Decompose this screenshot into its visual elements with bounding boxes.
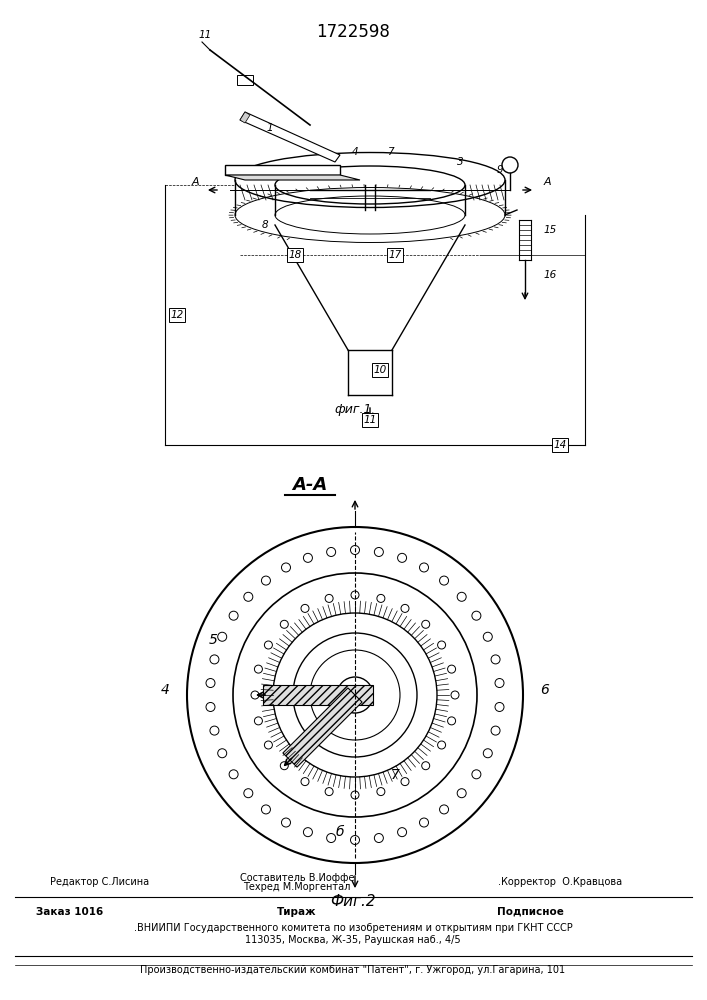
Polygon shape: [263, 685, 373, 705]
Text: Составитель В.Иоффе: Составитель В.Иоффе: [240, 873, 354, 883]
Text: .ВНИИПИ Государственного комитета по изобретениям и открытиям при ГКНТ СССР: .ВНИИПИ Государственного комитета по изо…: [134, 923, 573, 933]
Text: 3: 3: [457, 157, 463, 167]
Text: 10: 10: [373, 365, 387, 375]
Text: 11: 11: [199, 30, 211, 40]
Text: 17: 17: [388, 250, 402, 260]
Text: Производственно-издательский комбинат "Патент", г. Ужгород, ул.Гагарина, 101: Производственно-издательский комбинат "П…: [141, 965, 566, 975]
Polygon shape: [240, 112, 250, 123]
Text: А: А: [543, 177, 551, 187]
Text: Тираж: Тираж: [277, 907, 317, 917]
Text: 4: 4: [351, 147, 358, 157]
Text: 7: 7: [390, 768, 399, 782]
Text: 7: 7: [387, 147, 393, 157]
Text: А-А: А-А: [293, 476, 327, 494]
Text: 16: 16: [543, 270, 556, 280]
Text: 9: 9: [497, 165, 503, 175]
Bar: [237, 75, 253, 85]
Text: Фиг.2: Фиг.2: [330, 894, 376, 908]
Text: 8: 8: [262, 220, 269, 230]
Text: 6: 6: [541, 683, 549, 697]
Text: фиг.1: фиг.1: [334, 403, 372, 416]
Circle shape: [351, 691, 359, 699]
Text: 15: 15: [543, 225, 556, 235]
Text: Подписное: Подписное: [496, 907, 563, 917]
Text: Техред М.Моргентал: Техред М.Моргентал: [243, 882, 351, 892]
Text: 11: 11: [363, 415, 377, 425]
Text: 12: 12: [170, 310, 184, 320]
Polygon shape: [225, 165, 340, 175]
Text: 5: 5: [209, 633, 218, 647]
Text: 4: 4: [160, 683, 170, 697]
Text: 18: 18: [288, 250, 302, 260]
Polygon shape: [240, 112, 340, 162]
Text: 14: 14: [554, 440, 566, 450]
Polygon shape: [225, 175, 360, 180]
Text: А: А: [191, 177, 199, 187]
Text: Редактор С.Лисина: Редактор С.Лисина: [50, 877, 150, 887]
Text: Заказ 1016: Заказ 1016: [36, 907, 104, 917]
Text: 1722598: 1722598: [316, 23, 390, 41]
Circle shape: [337, 677, 373, 713]
Text: 1: 1: [267, 123, 274, 133]
Text: .Корректор  О.Кравцова: .Корректор О.Кравцова: [498, 877, 622, 887]
Polygon shape: [283, 688, 362, 767]
Text: б: б: [336, 825, 344, 839]
Text: 113035, Москва, Ж-35, Раушская наб., 4/5: 113035, Москва, Ж-35, Раушская наб., 4/5: [245, 935, 461, 945]
